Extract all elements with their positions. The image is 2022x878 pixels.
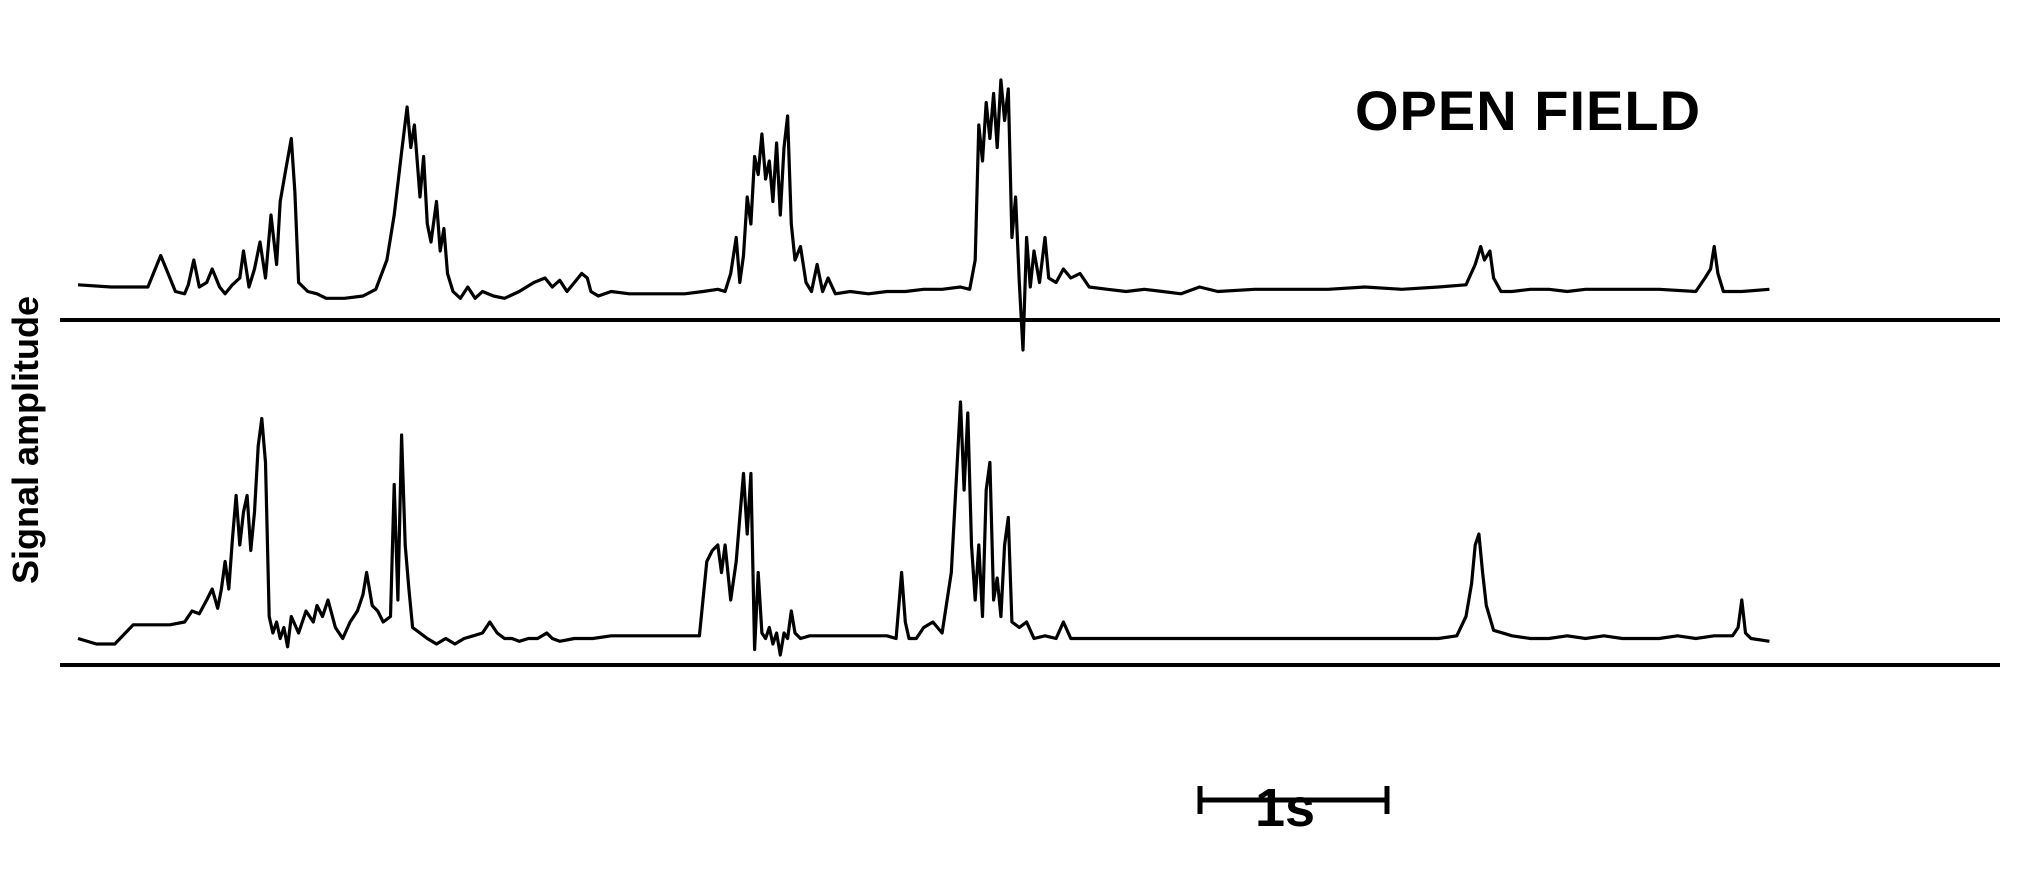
baselines (60, 318, 2000, 667)
scale-bar (1197, 786, 1390, 814)
y-axis-label: Signal amplitude (5, 295, 46, 585)
trace-lower (77, 400, 1770, 657)
scale-bar-label: 1s (1254, 778, 1316, 838)
trace-upper (77, 78, 1770, 352)
chart-title: OPEN FIELD (1355, 79, 1702, 142)
traces (77, 78, 1770, 657)
